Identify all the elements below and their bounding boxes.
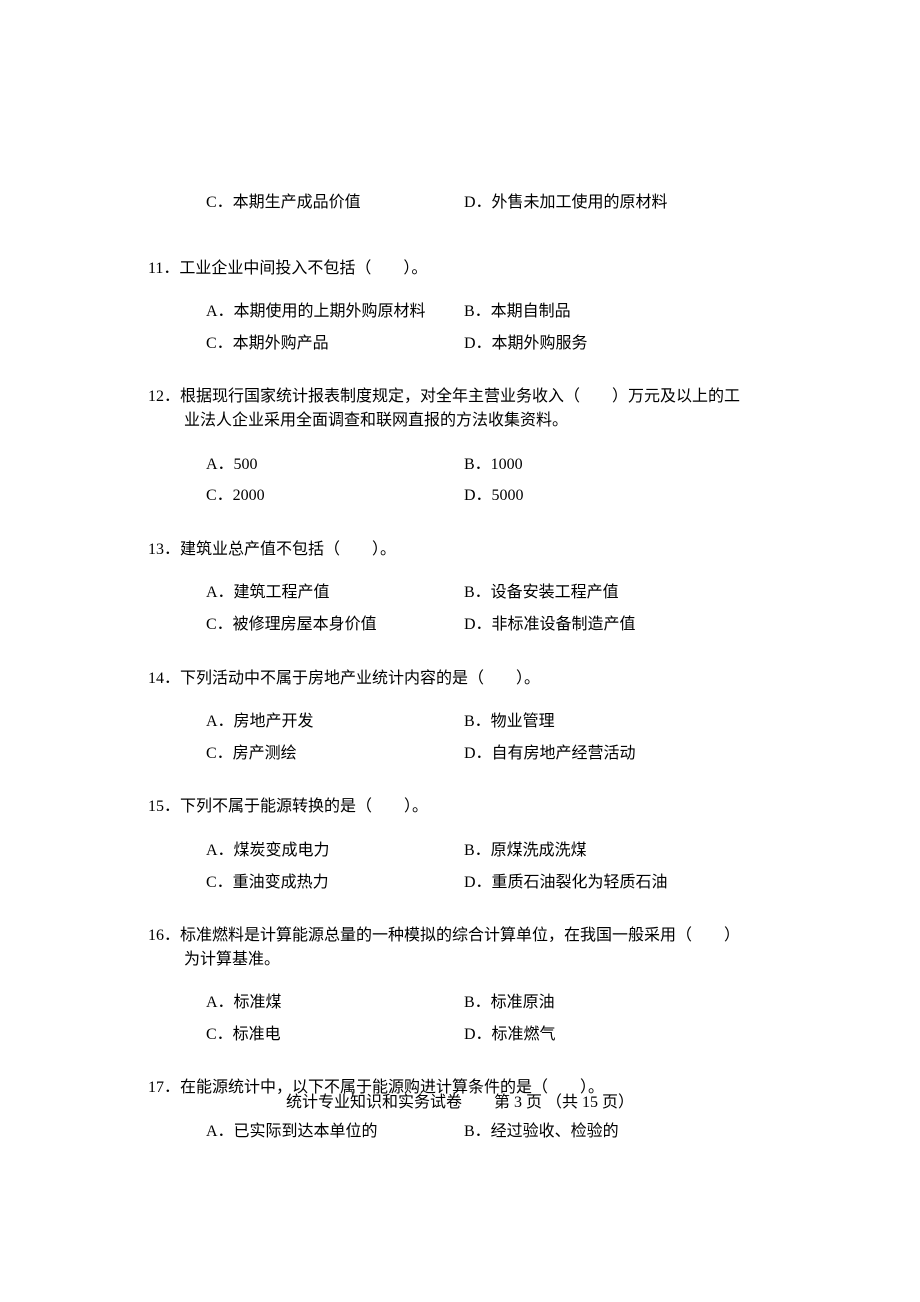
option-a: A．房地产开发 (206, 709, 464, 735)
option-d: D．自有房地产经营活动 (464, 741, 772, 767)
options-row-1: A．煤炭变成电力 B．原煤洗成洗煤 (148, 838, 772, 864)
option-c: C．房产测绘 (206, 741, 464, 767)
question-14: 14．下列活动中不属于房地产业统计内容的是（ ）。 A．房地产开发 B．物业管理… (148, 666, 772, 767)
options-row-2: C．被修理房屋本身价值 D．非标准设备制造产值 (148, 612, 772, 638)
option-b: B．1000 (464, 452, 772, 478)
options-row-2: C．标准电 D．标准燃气 (148, 1022, 772, 1048)
options-row-1: A．标准煤 B．标准原油 (148, 990, 772, 1016)
orphan-options-row: C．本期生产成品价值 D．外售未加工使用的原材料 (148, 190, 772, 216)
question-stem: 11．工业企业中间投入不包括（ ）。 (148, 256, 772, 282)
option-c: C．本期生产成品价值 (206, 190, 464, 216)
options-row-1: A．建筑工程产值 B．设备安装工程产值 (148, 580, 772, 606)
option-c: C．标准电 (206, 1022, 464, 1048)
option-a: A．煤炭变成电力 (206, 838, 464, 864)
option-d: D．5000 (464, 483, 772, 509)
option-d: D．重质石油裂化为轻质石油 (464, 870, 772, 896)
question-stem-continued: 为计算基准。 (148, 947, 772, 973)
question-13: 13．建筑业总产值不包括（ ）。 A．建筑工程产值 B．设备安装工程产值 C．被… (148, 537, 772, 638)
option-b: B．物业管理 (464, 709, 772, 735)
question-stem: 15．下列不属于能源转换的是（ ）。 (148, 794, 772, 820)
option-a: A．本期使用的上期外购原材料 (206, 299, 464, 325)
option-d: D．外售未加工使用的原材料 (464, 190, 772, 216)
question-stem: 12．根据现行国家统计报表制度规定，对全年主营业务收入（ ）万元及以上的工 (148, 384, 772, 410)
option-d: D．标准燃气 (464, 1022, 772, 1048)
question-15: 15．下列不属于能源转换的是（ ）。 A．煤炭变成电力 B．原煤洗成洗煤 C．重… (148, 794, 772, 895)
options-row-2: C．本期外购产品 D．本期外购服务 (148, 331, 772, 357)
question-12: 12．根据现行国家统计报表制度规定，对全年主营业务收入（ ）万元及以上的工 业法… (148, 384, 772, 508)
option-a: A．标准煤 (206, 990, 464, 1016)
option-b: B．本期自制品 (464, 299, 772, 325)
option-a: A．500 (206, 452, 464, 478)
question-stem: 13．建筑业总产值不包括（ ）。 (148, 537, 772, 563)
option-b: B．设备安装工程产值 (464, 580, 772, 606)
option-a: A．已实际到达本单位的 (206, 1119, 464, 1145)
page-footer: 统计专业知识和实务试卷 第 3 页 （共 15 页） (0, 1090, 920, 1116)
question-stem: 14．下列活动中不属于房地产业统计内容的是（ ）。 (148, 666, 772, 692)
question-11: 11．工业企业中间投入不包括（ ）。 A．本期使用的上期外购原材料 B．本期自制… (148, 256, 772, 357)
question-16: 16．标准燃料是计算能源总量的一种模拟的综合计算单位，在我国一般采用（ ） 为计… (148, 923, 772, 1047)
options-row-1: A．500 B．1000 (148, 452, 772, 478)
option-a: A．建筑工程产值 (206, 580, 464, 606)
options-row-1: A．已实际到达本单位的 B．经过验收、检验的 (148, 1119, 772, 1145)
question-stem-continued: 业法人企业采用全面调查和联网直报的方法收集资料。 (148, 408, 772, 434)
option-c: C．本期外购产品 (206, 331, 464, 357)
options-row-2: C．2000 D．5000 (148, 483, 772, 509)
option-c: C．被修理房屋本身价值 (206, 612, 464, 638)
options-row: C．本期生产成品价值 D．外售未加工使用的原材料 (148, 190, 772, 216)
option-b: B．经过验收、检验的 (464, 1119, 772, 1145)
footer-text: 统计专业知识和实务试卷 第 3 页 （共 15 页） (286, 1094, 634, 1111)
option-b: B．标准原油 (464, 990, 772, 1016)
options-row-2: C．重油变成热力 D．重质石油裂化为轻质石油 (148, 870, 772, 896)
options-row-2: C．房产测绘 D．自有房地产经营活动 (148, 741, 772, 767)
option-d: D．本期外购服务 (464, 331, 772, 357)
options-row-1: A．本期使用的上期外购原材料 B．本期自制品 (148, 299, 772, 325)
options-row-1: A．房地产开发 B．物业管理 (148, 709, 772, 735)
question-stem: 16．标准燃料是计算能源总量的一种模拟的综合计算单位，在我国一般采用（ ） (148, 923, 772, 949)
option-c: C．2000 (206, 483, 464, 509)
option-b: B．原煤洗成洗煤 (464, 838, 772, 864)
option-c: C．重油变成热力 (206, 870, 464, 896)
option-d: D．非标准设备制造产值 (464, 612, 772, 638)
